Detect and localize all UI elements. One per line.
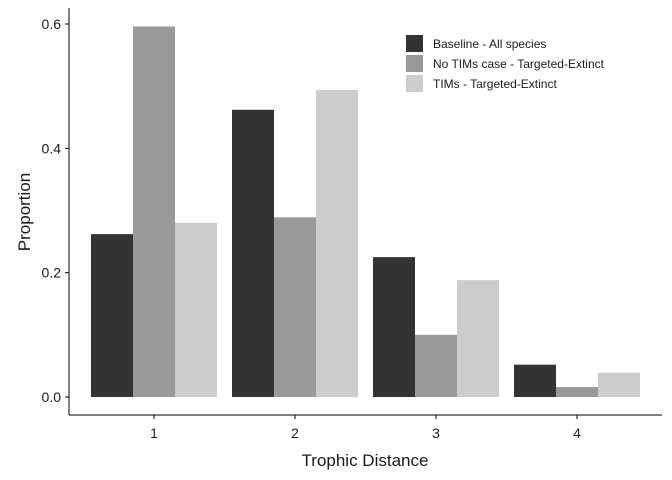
x-tick-label: 4 bbox=[573, 425, 581, 441]
y-tick-label: 0.6 bbox=[42, 16, 62, 32]
bar-series-3-cat-1 bbox=[175, 222, 217, 397]
y-tick-label: 0.4 bbox=[42, 140, 62, 156]
bar-series-1-cat-2 bbox=[232, 109, 274, 397]
legend-key-2 bbox=[406, 55, 423, 72]
legend-label-3: TIMs - Targeted-Extinct bbox=[433, 77, 557, 91]
legend-key-3 bbox=[406, 75, 423, 92]
bar-series-2-cat-1 bbox=[133, 26, 175, 398]
bar-series-1-cat-1 bbox=[91, 234, 133, 397]
x-tick-label: 2 bbox=[291, 425, 299, 441]
bar-series-2-cat-3 bbox=[415, 334, 457, 397]
bar-series-1-cat-4 bbox=[514, 364, 556, 397]
x-axis-ticks: 1 2 3 4 bbox=[150, 415, 581, 441]
y-tick-label: 0.0 bbox=[42, 389, 62, 405]
x-axis-title: Trophic Distance bbox=[302, 451, 429, 470]
y-axis-title: Proportion bbox=[15, 173, 34, 251]
bar-series-3-cat-4 bbox=[598, 372, 640, 397]
y-tick-label: 0.2 bbox=[42, 265, 62, 281]
bar-series-1-cat-3 bbox=[373, 257, 415, 397]
bar-series-3-cat-2 bbox=[316, 89, 358, 397]
bars-layer bbox=[91, 26, 640, 398]
bar-series-2-cat-2 bbox=[274, 217, 316, 397]
legend: Baseline - All species No TIMs case - Tar… bbox=[406, 35, 605, 92]
bar-series-2-cat-4 bbox=[556, 387, 598, 397]
legend-key-1 bbox=[406, 35, 423, 52]
x-tick-label: 3 bbox=[432, 425, 440, 441]
x-tick-label: 1 bbox=[150, 425, 158, 441]
legend-label-1: Baseline - All species bbox=[433, 37, 546, 51]
legend-label-2: No TIMs case - Targeted-Extinct bbox=[433, 57, 605, 71]
y-axis-ticks: 0.0 0.2 0.4 0.6 bbox=[42, 16, 69, 405]
bar-series-3-cat-3 bbox=[457, 280, 499, 397]
